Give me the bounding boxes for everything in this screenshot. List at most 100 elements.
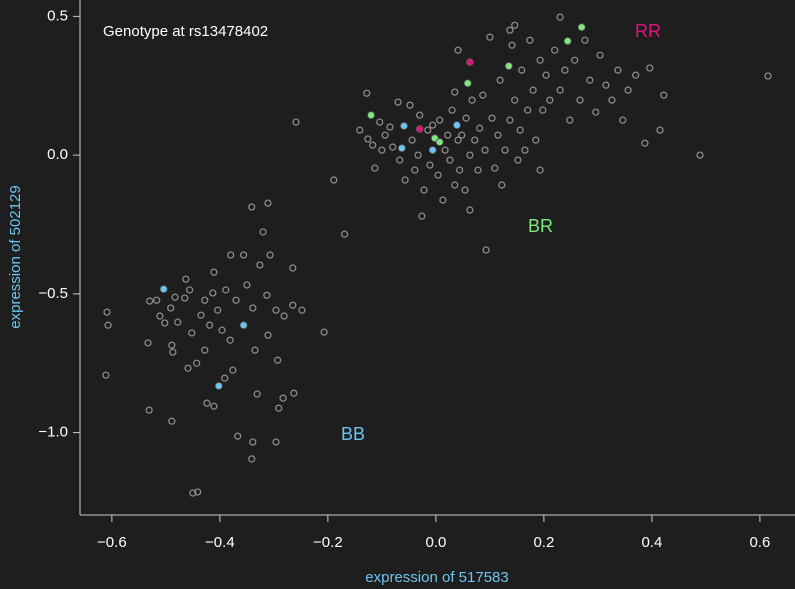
point	[482, 246, 490, 254]
point	[194, 488, 202, 496]
point	[479, 91, 487, 99]
point	[504, 62, 513, 70]
point	[529, 86, 537, 94]
point	[439, 196, 447, 204]
point	[364, 135, 372, 143]
point	[249, 304, 257, 312]
point	[256, 261, 264, 269]
point	[298, 306, 306, 314]
point	[259, 228, 267, 236]
x-tick-label: 0.2	[533, 534, 554, 551]
point	[551, 46, 559, 54]
point	[103, 308, 111, 316]
point	[696, 151, 704, 159]
point	[210, 268, 218, 276]
point	[397, 144, 406, 153]
point	[156, 312, 164, 320]
point	[448, 106, 456, 114]
point	[586, 76, 594, 84]
point	[272, 306, 280, 314]
point	[280, 312, 288, 320]
point	[494, 131, 502, 139]
point	[451, 181, 459, 189]
point	[181, 294, 189, 302]
point	[418, 212, 426, 220]
point	[289, 264, 297, 272]
point	[475, 124, 484, 132]
point	[556, 86, 564, 94]
point	[102, 371, 110, 379]
point	[232, 296, 240, 304]
point	[367, 111, 375, 120]
point	[184, 364, 192, 372]
point	[516, 126, 524, 134]
point	[428, 121, 437, 129]
point	[145, 406, 153, 414]
point	[602, 81, 610, 89]
point	[624, 86, 632, 94]
point	[496, 76, 504, 84]
point	[253, 390, 261, 398]
point	[185, 286, 194, 294]
point	[539, 106, 547, 114]
point	[363, 89, 371, 97]
y-tick-label: 0.0	[47, 146, 68, 163]
point	[556, 13, 564, 21]
point	[274, 356, 282, 364]
point	[414, 151, 422, 159]
point	[521, 146, 529, 154]
point	[444, 131, 452, 139]
point	[168, 417, 176, 425]
y-axis-label: expression of 502129	[7, 185, 24, 328]
point	[481, 146, 489, 154]
point	[292, 118, 300, 126]
point	[532, 136, 540, 144]
point	[466, 206, 474, 214]
point	[264, 331, 272, 339]
point	[144, 339, 152, 347]
point	[205, 321, 214, 329]
point	[420, 186, 428, 194]
point	[561, 66, 569, 74]
point	[378, 146, 386, 154]
point	[356, 126, 364, 134]
point	[161, 319, 169, 327]
point	[263, 291, 271, 299]
point	[222, 286, 230, 294]
point	[248, 203, 256, 211]
point	[566, 116, 574, 124]
group-label: BR	[528, 216, 553, 236]
point	[491, 164, 499, 172]
point	[197, 311, 205, 319]
point	[218, 326, 226, 334]
point	[656, 126, 664, 134]
point	[167, 304, 175, 312]
point	[466, 58, 474, 67]
point	[371, 164, 379, 172]
point	[153, 296, 161, 304]
point	[446, 156, 454, 164]
y-tick-label: 0.5	[47, 7, 68, 24]
point	[511, 96, 519, 104]
point	[396, 156, 404, 164]
point	[320, 328, 328, 336]
point	[592, 108, 600, 116]
point	[264, 199, 272, 207]
point	[434, 171, 442, 179]
point	[436, 116, 444, 124]
point	[632, 71, 640, 79]
point	[248, 455, 256, 463]
point	[376, 118, 384, 126]
point	[279, 394, 287, 402]
point	[415, 125, 424, 133]
x-tick-label: 0.4	[641, 534, 662, 551]
point	[536, 56, 544, 64]
point	[511, 21, 519, 29]
point	[462, 114, 470, 122]
point	[455, 166, 464, 174]
point	[221, 374, 229, 382]
point	[581, 36, 589, 44]
point	[474, 166, 482, 174]
point	[466, 151, 474, 159]
